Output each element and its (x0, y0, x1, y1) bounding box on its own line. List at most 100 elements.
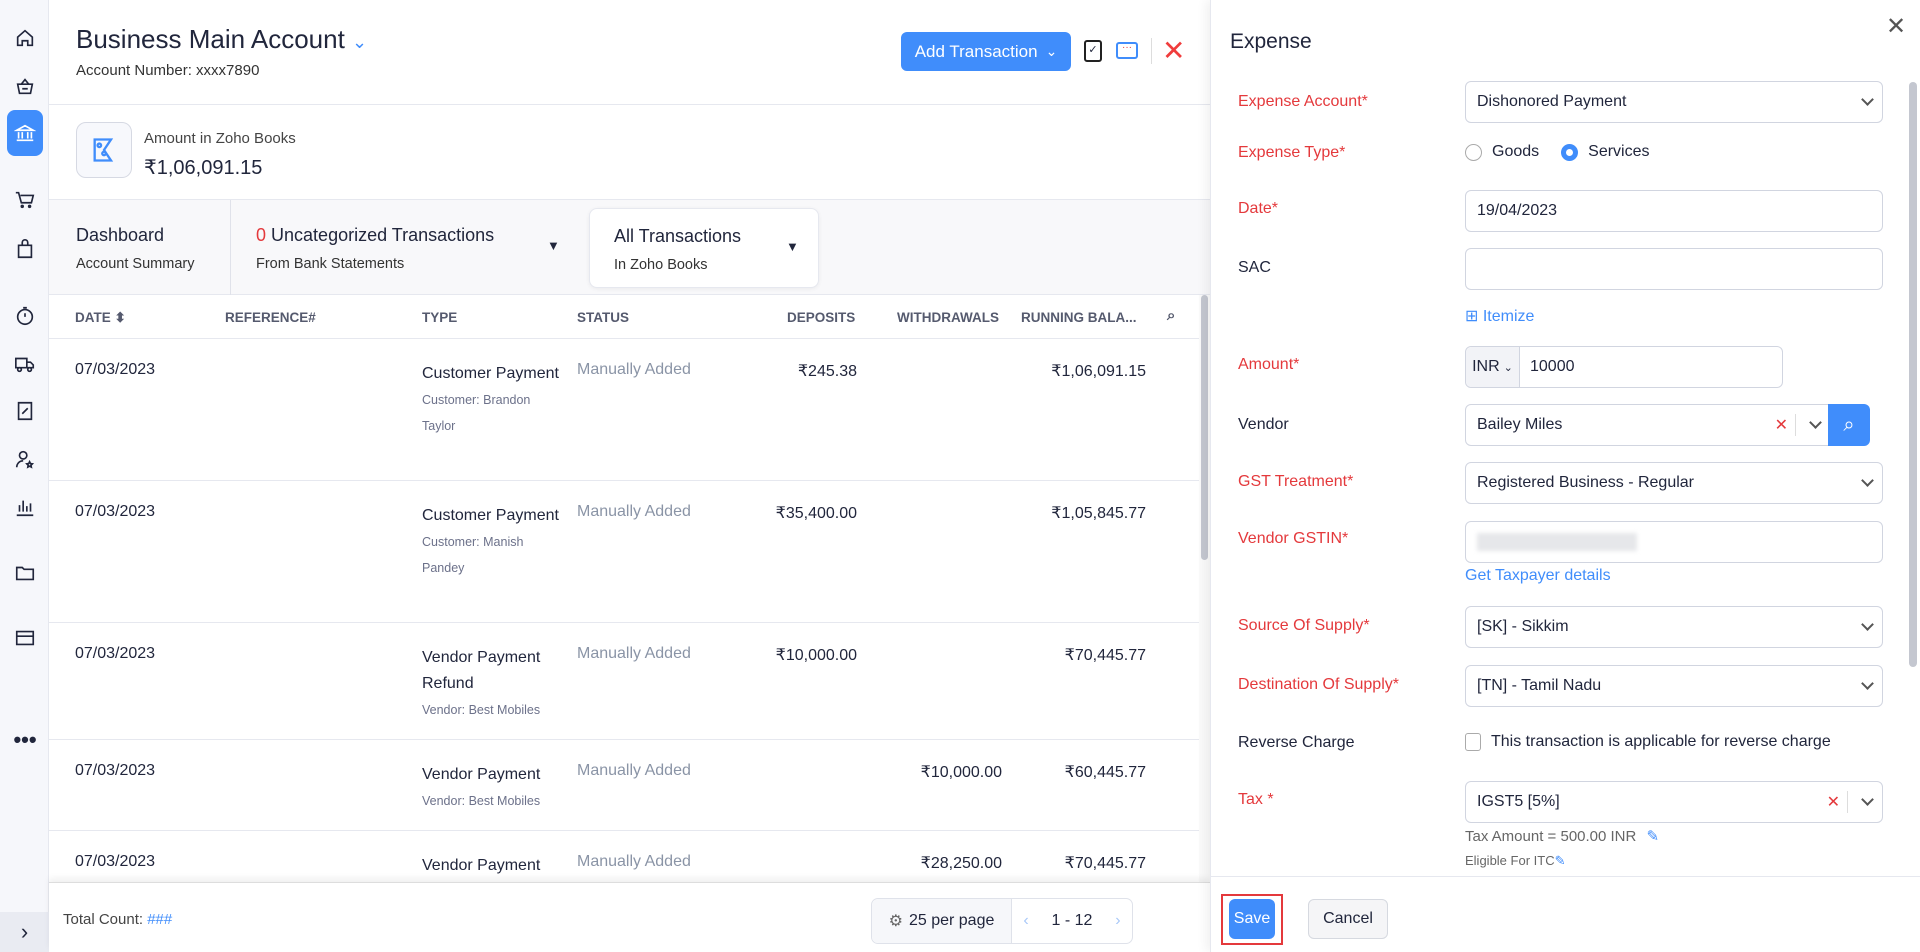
amount-input[interactable]: 10000 (1530, 358, 1575, 375)
goods-radio[interactable] (1465, 143, 1482, 161)
clear-tax-icon[interactable]: ✕ (1826, 794, 1840, 811)
sac-label: SAC (1238, 259, 1271, 276)
cell-status: Manually Added (577, 645, 691, 662)
comments-icon[interactable]: ··· (1116, 42, 1138, 59)
vendor-search-button[interactable]: ⌕ (1828, 404, 1870, 446)
more-icon[interactable]: ••• (13, 727, 37, 752)
payment-card-icon[interactable] (7, 620, 43, 656)
add-transaction-button[interactable]: Add Transaction ⌄ (901, 32, 1071, 71)
search-icon[interactable]: ⌕ (1167, 307, 1176, 324)
vendor-select[interactable]: Bailey Miles ✕ (1465, 404, 1831, 446)
cancel-button[interactable]: Cancel (1308, 899, 1388, 939)
prev-page-icon[interactable]: ‹ (1023, 912, 1029, 929)
banking-icon[interactable] (7, 110, 43, 156)
vendor-gstin-input[interactable] (1465, 521, 1883, 563)
chevron-down-icon: ⌄ (1045, 43, 1058, 59)
source-of-supply-select[interactable]: [SK] - Sikkim (1465, 606, 1883, 648)
reverse-charge-label: Reverse Charge (1238, 734, 1355, 751)
divider (230, 200, 231, 295)
column-type: TYPE (422, 310, 458, 325)
type-party: Customer: Manish Pandey (422, 535, 524, 575)
sac-input[interactable] (1465, 248, 1883, 290)
date-input[interactable]: 19/04/2023 (1465, 190, 1883, 232)
get-taxpayer-details-link[interactable]: Get Taxpayer details (1465, 567, 1611, 584)
zoho-books-icon (76, 122, 132, 178)
itc-text: Eligible For ITC (1465, 853, 1555, 868)
chevron-down-icon (1861, 618, 1874, 631)
cell-deposit: ₹35,400.00 (775, 505, 857, 522)
table-scrollbar[interactable] (1199, 295, 1210, 882)
reverse-charge-checkbox[interactable] (1465, 733, 1481, 751)
timer-icon[interactable] (7, 298, 43, 334)
table-row[interactable]: 07/03/2023 Vendor Payment Refund Vendor: … (49, 623, 1199, 740)
cell-status: Manually Added (577, 762, 691, 779)
cell-status: Manually Added (577, 361, 691, 378)
column-withdrawals: WITHDRAWALS (897, 310, 999, 325)
expense-account-label: Expense Account* (1238, 93, 1368, 110)
save-button[interactable]: Save (1229, 899, 1275, 939)
chevron-down-icon (1861, 474, 1874, 487)
cell-date: 07/03/2023 (75, 762, 156, 779)
itemize-link[interactable]: ⊞ Itemize (1465, 306, 1534, 326)
expand-sidebar-chevron-icon[interactable]: › (0, 912, 49, 952)
uncategorized-dropdown-caret-icon[interactable]: ▼ (547, 238, 560, 253)
close-icon[interactable]: ✕ (1162, 35, 1186, 66)
chevron-down-icon[interactable]: ⌄ (352, 32, 368, 52)
edit-pencil-icon[interactable]: ✎ (1554, 853, 1566, 868)
search-icon: ⌕ (1843, 413, 1855, 436)
goods-label: Goods (1492, 143, 1540, 160)
sales-basket-icon[interactable] (7, 68, 43, 104)
column-date[interactable]: DATE ⬍ (75, 310, 126, 326)
gst-treatment-select[interactable]: Registered Business - Regular (1465, 462, 1883, 504)
expense-account-select[interactable]: Dishonored Payment (1465, 81, 1883, 123)
vendor-value: Bailey Miles (1477, 416, 1563, 433)
add-transaction-label: Add Transaction (914, 41, 1038, 61)
source-of-supply-label: Source Of Supply* (1238, 617, 1370, 634)
per-page-selector[interactable]: ⚙ 25 per page (872, 899, 1012, 943)
amount-label: Amount* (1238, 356, 1300, 373)
all-transactions-dropdown-caret-icon[interactable]: ▼ (786, 239, 799, 254)
type-text: Vendor Payment (422, 766, 541, 783)
account-title[interactable]: Business Main Account ⌄ (76, 24, 367, 55)
column-reference: REFERENCE# (225, 310, 316, 325)
cell-status: Manually Added (577, 853, 691, 870)
table-row[interactable]: 07/03/2023 Customer Payment Customer: Bra… (49, 339, 1199, 481)
drawer-scrollbar[interactable] (1909, 82, 1917, 667)
tab-title: All Transactions (614, 226, 742, 246)
clear-vendor-icon[interactable]: ✕ (1774, 417, 1788, 434)
tax-value: IGST5 [5%] (1477, 793, 1560, 810)
edit-pencil-icon[interactable]: ✎ (1646, 828, 1660, 845)
truck-icon[interactable] (7, 346, 43, 382)
column-running-balance: RUNNING BALA... (1021, 310, 1137, 325)
user-star-icon[interactable] (7, 441, 43, 477)
divider (1847, 791, 1848, 813)
redacted-gstin (1477, 533, 1637, 551)
cart-icon[interactable] (7, 182, 43, 218)
hierarchy-icon: ⊞ (1465, 308, 1479, 325)
vendor-gstin-label: Vendor GSTIN* (1238, 530, 1349, 547)
next-page-icon[interactable]: › (1115, 912, 1121, 929)
tab-subtitle: In Zoho Books (614, 257, 708, 273)
type-text: Customer Payment (422, 365, 559, 382)
page-range: 1 - 12 (1051, 912, 1093, 929)
tab-uncategorized[interactable]: 0 Uncategorized Transactions From Bank S… (256, 225, 494, 272)
tax-select[interactable]: IGST5 [5%] ✕ (1465, 781, 1883, 823)
tab-dashboard[interactable]: Dashboard Account Summary (76, 225, 194, 272)
folder-icon[interactable] (7, 555, 43, 591)
destination-of-supply-select[interactable]: [TN] - Tamil Nadu (1465, 665, 1883, 707)
scrollbar-thumb[interactable] (1201, 295, 1208, 560)
shopping-bag-icon[interactable] (7, 231, 43, 267)
close-drawer-icon[interactable]: ✕ (1886, 13, 1907, 40)
table-row[interactable]: 07/03/2023 Customer Payment Customer: Man… (49, 481, 1199, 623)
tab-all-transactions[interactable]: All Transactions In Zoho Books ▼ (589, 208, 819, 288)
services-radio[interactable] (1561, 143, 1579, 161)
reports-chart-icon[interactable] (7, 489, 43, 525)
save-highlight (1221, 894, 1283, 945)
home-icon[interactable] (7, 20, 43, 56)
currency-select[interactable]: INR ⌄ (1466, 347, 1520, 387)
tax-document-icon[interactable] (7, 393, 43, 429)
table-row[interactable]: 07/03/2023 Vendor Payment Vendor: Best Mo… (49, 740, 1199, 831)
expense-account-value: Dishonored Payment (1477, 93, 1627, 110)
checklist-icon[interactable]: ✓ (1084, 40, 1102, 62)
cell-deposit: ₹245.38 (797, 363, 857, 380)
